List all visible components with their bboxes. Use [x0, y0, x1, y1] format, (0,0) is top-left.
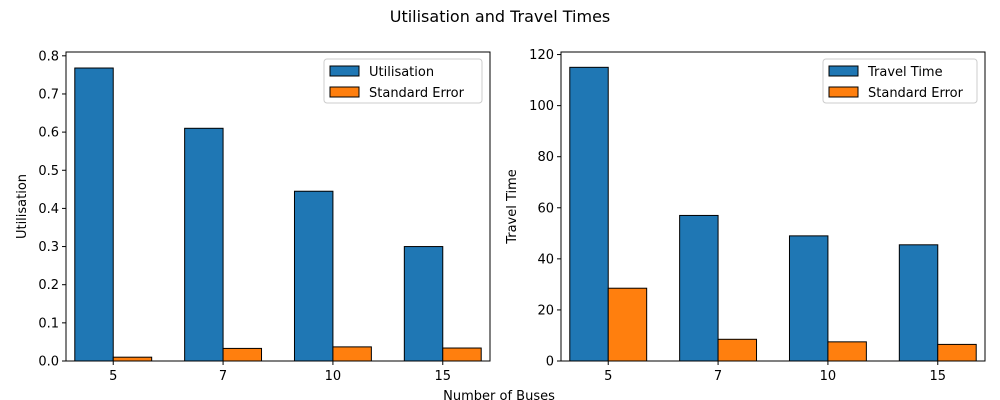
utilisation-x-tick-label: 15 — [434, 369, 451, 384]
utilisation-bar-std-error-15 — [442, 347, 482, 362]
travel-time-bar-std-error-15 — [937, 343, 977, 362]
travel-time-axes-frame — [560, 51, 986, 362]
utilisation-legend-label: Standard Error — [369, 86, 465, 101]
travel-time-y-tick-label: 40 — [537, 252, 554, 267]
travel-time-y-tick-label: 100 — [529, 99, 554, 114]
travel-time-bar-primary-10 — [788, 235, 829, 362]
travel-time-bar-primary-7 — [679, 214, 719, 362]
utilisation-y-tick-label: 0.0 — [38, 355, 59, 370]
travel-time-y-tick-label: 80 — [537, 150, 554, 165]
utilisation-chart: 0.0 0.1 0.2 0.3 0.4 0.5 0.6 0.7 0.8 5 7 10 15 Utilisa… — [15, 49, 491, 384]
shared-x-axis-label: Number of Buses — [443, 389, 555, 400]
utilisation-y-tick-label: 0.4 — [38, 202, 59, 217]
travel-time-y-tick-label: 60 — [537, 201, 554, 216]
travel-time-legend-box — [822, 58, 978, 104]
utilisation-x-tick-label: 10 — [325, 369, 342, 384]
utilisation-y-tick-label: 0.1 — [38, 316, 59, 331]
utilisation-bar-primary-7 — [184, 127, 224, 362]
travel-time-legend-swatch — [828, 86, 859, 98]
travel-time-chart: 0 20 40 60 80 100 120 5 7 10 15 Travel Time Travel T… — [505, 48, 986, 384]
utilisation-y-tick-label: 0.3 — [38, 240, 59, 255]
travel-time-legend-label: Standard Error — [868, 86, 964, 101]
travel-time-x-tick-label: 5 — [604, 369, 612, 384]
travel-time-bar-std-error-10 — [827, 341, 867, 362]
utilisation-y-tick-label: 0.7 — [38, 87, 59, 102]
utilisation-axes-frame — [65, 51, 491, 362]
travel-time-x-tick-label: 10 — [820, 369, 837, 384]
travel-time-legend-label: Travel Time — [867, 65, 943, 80]
travel-time-y-tick-label: 120 — [529, 48, 554, 63]
travel-time-legend-swatch — [828, 65, 859, 77]
utilisation-y-tick-label: 0.8 — [38, 49, 59, 64]
figure-title: Utilisation and Travel Times — [390, 7, 611, 26]
utilisation-bar-primary-10 — [293, 190, 334, 362]
travel-time-y-tick-label: 20 — [537, 303, 554, 318]
utilisation-legend-label: Utilisation — [369, 65, 434, 80]
utilisation-legend-swatch — [329, 65, 360, 77]
utilisation-bar-std-error-10 — [332, 346, 372, 362]
utilisation-legend-box — [323, 58, 483, 104]
utilisation-x-tick-label: 7 — [219, 369, 227, 384]
travel-time-bar-primary-5 — [569, 66, 609, 362]
travel-time-bar-std-error-7 — [717, 338, 758, 362]
utilisation-y-tick-label: 0.6 — [38, 126, 59, 141]
utilisation-bar-std-error-7 — [222, 347, 263, 362]
travel-time-x-tick-label: 7 — [714, 369, 722, 384]
utilisation-y-tick-label: 0.2 — [38, 278, 59, 293]
utilisation-bar-primary-15 — [403, 246, 444, 362]
travel-time-y-axis-label: Travel Time — [505, 169, 520, 245]
utilisation-bar-primary-5 — [74, 67, 114, 362]
travel-time-x-tick-label: 15 — [929, 369, 946, 384]
utilisation-x-tick-label: 5 — [109, 369, 117, 384]
travel-time-bar-primary-15 — [898, 244, 939, 362]
travel-time-bar-std-error-5 — [607, 287, 648, 362]
travel-time-y-tick-label: 0 — [546, 355, 554, 370]
utilisation-bar-std-error-5 — [112, 356, 153, 362]
utilisation-y-tick-label: 0.5 — [38, 164, 59, 179]
utilisation-legend-swatch — [329, 86, 360, 98]
utilisation-y-axis-label: Utilisation — [15, 174, 30, 239]
